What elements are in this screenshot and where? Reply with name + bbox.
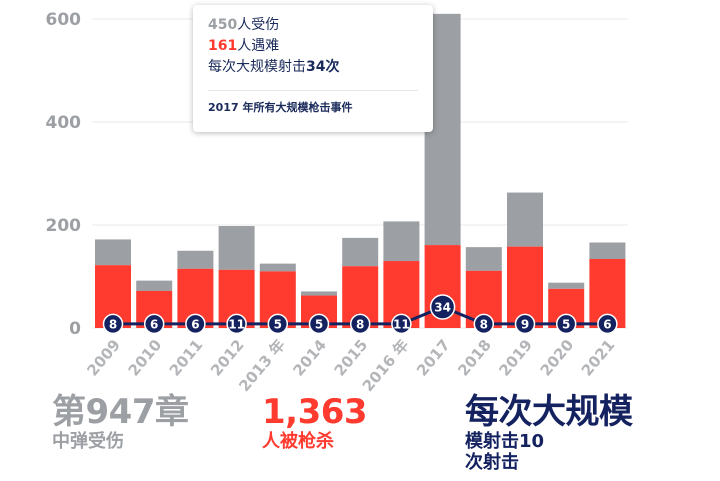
x-tick-label: 2012	[207, 336, 248, 380]
killed-total-label: 人被枪杀	[262, 431, 334, 452]
shootings-point-2017[interactable]	[429, 294, 456, 320]
tooltip-injured: 450人受伤	[208, 17, 280, 33]
shootings-point-2020[interactable]	[555, 313, 577, 335]
injured-total-label: 中弹受伤	[52, 431, 124, 452]
shootings-count-label: 5	[315, 317, 323, 331]
shootings-point-2021[interactable]	[597, 313, 618, 335]
bar-injured-2018[interactable]	[465, 247, 502, 271]
bar-injured-2010[interactable]	[136, 280, 173, 291]
shootings-count-label: 11	[393, 317, 410, 331]
shootings-total-line-2: 次射击	[465, 452, 519, 473]
tooltip-shootings: 每次大规模射击34次	[208, 59, 340, 75]
shootings-count-label: 8	[480, 317, 488, 331]
killed-total-number: 1,363	[262, 392, 368, 432]
shootings-count-label: 6	[603, 317, 611, 331]
bar-injured-2021[interactable]	[589, 242, 626, 259]
bar-injured-2014[interactable]	[301, 291, 337, 296]
shootings-count-label: 6	[150, 317, 158, 331]
bar-stacks	[95, 13, 626, 328]
y-axis: 0 200 400 600	[46, 10, 82, 339]
bar-injured-2020[interactable]	[548, 282, 585, 289]
shootings-count-label: 6	[191, 317, 199, 331]
bar-injured-2009[interactable]	[95, 239, 131, 266]
shootings-count-label: 5	[274, 317, 282, 331]
bar-injured-2015[interactable]	[342, 237, 379, 267]
x-tick-label: 2010	[125, 336, 166, 380]
bar-injured-2013 年[interactable]	[259, 263, 296, 272]
shootings-point-2015[interactable]	[349, 313, 371, 335]
shootings-count-label: 11	[228, 317, 245, 331]
shootings-line: 8 6 6 11 5 5 8 11 34 8 9 5 6	[102, 294, 618, 335]
bar-injured-2011[interactable]	[177, 250, 214, 269]
x-tick-label: 2015	[331, 336, 372, 380]
shootings-count-label: 34	[434, 300, 451, 314]
killed-total-stat: 1,363 人被枪杀	[262, 392, 368, 452]
shootings-point-2019[interactable]	[514, 313, 536, 335]
shootings-total-stat: 每次大规模 模射击10 次射击	[465, 393, 633, 473]
shootings-point-2012[interactable]	[226, 313, 247, 335]
shootings-count-label: 8	[109, 317, 117, 331]
injured-total-stat: 第947章 中弹受伤	[52, 392, 189, 452]
bar-injured-2012[interactable]	[218, 226, 255, 270]
x-tick-label: 2018	[454, 336, 495, 380]
shootings-count-label: 5	[562, 317, 570, 331]
y-tick-label: 400	[46, 113, 82, 133]
y-tick-label: 200	[46, 216, 82, 236]
shootings-point-2010[interactable]	[143, 313, 165, 335]
x-tick-label: 2014	[289, 336, 330, 380]
shootings-point-2014[interactable]	[308, 313, 330, 335]
tooltip-killed: 161人遇难	[208, 38, 280, 54]
shootings-point-2011[interactable]	[185, 313, 206, 335]
shootings-point-2009[interactable]	[102, 313, 124, 335]
tooltip-2017: 450人受伤 161人遇难 每次大规模射击34次 2017 年所有大规模枪击事件	[193, 5, 433, 132]
x-tick-label: 2017	[413, 336, 454, 380]
tooltip-footer: 2017 年所有大规模枪击事件	[208, 101, 353, 114]
shootings-count-label: 8	[356, 317, 364, 331]
shootings-total-line-1: 模射击10	[465, 431, 545, 452]
shootings-point-2013 年[interactable]	[267, 313, 289, 335]
shootings-count-label: 9	[521, 317, 529, 331]
shootings-point-2018[interactable]	[473, 313, 495, 335]
tooltip-divider	[208, 90, 418, 91]
injured-total-number: 第947章	[52, 392, 189, 432]
x-tick-label: 2021	[578, 336, 619, 380]
bar-injured-2019[interactable]	[507, 192, 543, 247]
x-tick-label: 2020	[537, 336, 578, 380]
shootings-point-2016 年[interactable]	[391, 313, 412, 335]
y-tick-label: 600	[46, 10, 82, 30]
shootings-total-heading: 每次大规模	[465, 392, 633, 432]
x-tick-label: 2011	[166, 336, 207, 380]
bar-injured-2016 年[interactable]	[383, 221, 420, 262]
x-tick-label: 2009	[83, 336, 124, 380]
y-tick-label: 0	[69, 319, 81, 339]
x-tick-label: 2019	[495, 336, 536, 380]
